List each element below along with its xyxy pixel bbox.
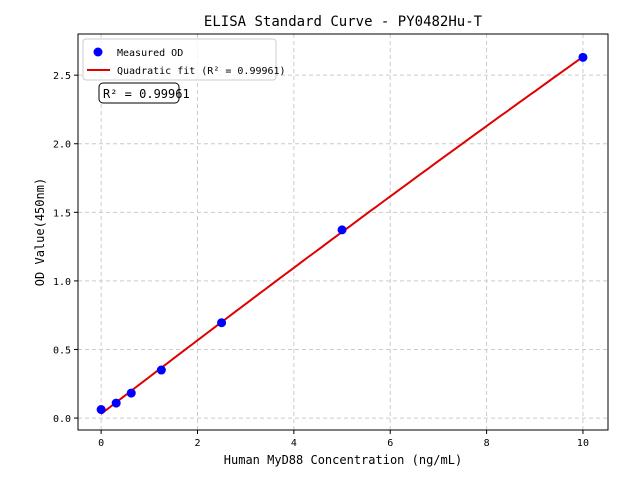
y-axis-label: OD Value(450nm) — [33, 178, 47, 286]
x-tick-label: 6 — [387, 438, 393, 449]
data-point — [337, 225, 347, 235]
grid — [78, 34, 608, 430]
y-tick-label: 0.5 — [53, 345, 71, 356]
legend-box — [82, 38, 277, 81]
x-tick-label: 10 — [577, 438, 589, 449]
x-tick-label: 8 — [484, 438, 490, 449]
y-tick-label: 2.0 — [53, 140, 71, 151]
y-tick-label: 0.0 — [53, 414, 71, 425]
legend-marker-measured — [93, 47, 103, 57]
y-tick-label: 1.5 — [53, 208, 71, 219]
data-point — [126, 388, 136, 398]
x-tick-label: 2 — [194, 438, 200, 449]
points-group — [96, 52, 588, 415]
x-tick-label: 0 — [98, 438, 104, 449]
r2-text: R² = 0.99961 — [103, 87, 190, 101]
legend: Measured OD Quadratic fit (R² = 0.99961) — [82, 38, 286, 81]
x-axis-label: Human MyD88 Concentration (ng/mL) — [224, 453, 462, 467]
data-point — [217, 318, 227, 328]
legend-label-measured: Measured OD — [117, 48, 183, 59]
chart-title: ELISA Standard Curve - PY0482Hu-T — [204, 14, 483, 30]
x-tick-label: 4 — [291, 438, 297, 449]
data-point — [156, 365, 166, 375]
fit-line-group — [100, 56, 584, 415]
y-tick-label: 1.0 — [53, 277, 71, 288]
legend-label-fit: Quadratic fit (R² = 0.99961) — [117, 66, 286, 77]
data-point — [578, 52, 588, 62]
plot-frame — [77, 33, 609, 431]
fit-line — [100, 56, 584, 415]
r2-box — [98, 82, 180, 104]
data-point — [96, 405, 106, 415]
data-point — [111, 398, 121, 408]
y-tick-label: 2.5 — [53, 71, 71, 82]
ticks: 0 2 4 6 8 10 0.0 0.5 1.0 1.5 2.0 2.5 — [53, 71, 589, 449]
r2-annotation: R² = 0.99961 — [98, 82, 190, 104]
